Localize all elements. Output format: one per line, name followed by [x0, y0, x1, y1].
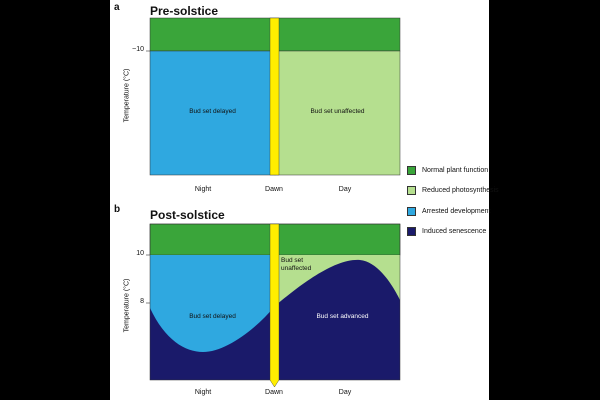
panel-b-label-unaffected: Bud set unaffected	[281, 257, 312, 272]
legend-label-reduced: Reduced photosynthesis	[422, 186, 499, 194]
panel-a-xtick-night: Night	[194, 186, 212, 193]
panel-b-xtick-dawn: Dawn	[265, 389, 283, 396]
panel-a-reduced-region	[274, 50, 401, 176]
legend-label-normal: Normal plant function	[422, 166, 489, 174]
legend-swatch-reduced	[407, 185, 416, 195]
legend-swatch-normal	[407, 165, 416, 175]
panel-b-ytick-8-label: 8	[140, 298, 144, 305]
legend-swatch-senescence	[407, 226, 416, 236]
panel-a-label-delayed: Bud set delayed	[189, 108, 236, 115]
legend-label-arrested: Arrested development	[422, 207, 491, 215]
panel-b-dawn-bar	[269, 223, 280, 388]
panel-a-arrested-region	[149, 50, 276, 176]
panel-b-plot	[146, 223, 401, 388]
panel-a-xtick-dawn: Dawn	[265, 186, 283, 193]
panel-b-xtick-night: Night	[194, 389, 212, 396]
panel-b-title: Post-solstice	[150, 208, 225, 222]
figure-page: a Pre-solstice ~10 Temperature (°C) Nigh…	[110, 0, 499, 400]
panel-a-dawn-bar	[269, 17, 280, 176]
diagram-svg	[146, 17, 401, 388]
legend-item-senescence: Induced senescence	[407, 225, 486, 237]
panel-a-xtick-day: Day	[338, 186, 352, 193]
panel-b-xtick-day: Day	[338, 389, 352, 396]
legend-item-arrested: Arrested development	[407, 205, 490, 217]
legend-item-normal: Normal plant function	[407, 164, 488, 176]
legend-item-reduced: Reduced photosynthesis	[407, 184, 499, 196]
legend-label-senescence: Induced senescence	[422, 227, 487, 235]
panel-a-title: Pre-solstice	[150, 4, 219, 18]
panel-a-letter: a	[114, 2, 120, 13]
panel-b-ytick-10-label: 10	[136, 250, 144, 257]
panel-a-y-axis-label: Temperature (°C)	[123, 68, 131, 123]
panel-a-plot	[146, 17, 401, 176]
panel-b-y-axis-label: Temperature (°C)	[123, 278, 131, 333]
panel-a-ytick-label: ~10	[132, 46, 144, 53]
legend-swatch-arrested	[407, 206, 416, 216]
panel-a-label-unaffected: Bud set unaffected	[310, 108, 365, 115]
panel-b-label-delayed: Bud set delayed	[189, 313, 236, 320]
panel-b-label-advanced: Bud set advanced	[316, 313, 369, 320]
panel-b-letter: b	[114, 204, 121, 215]
